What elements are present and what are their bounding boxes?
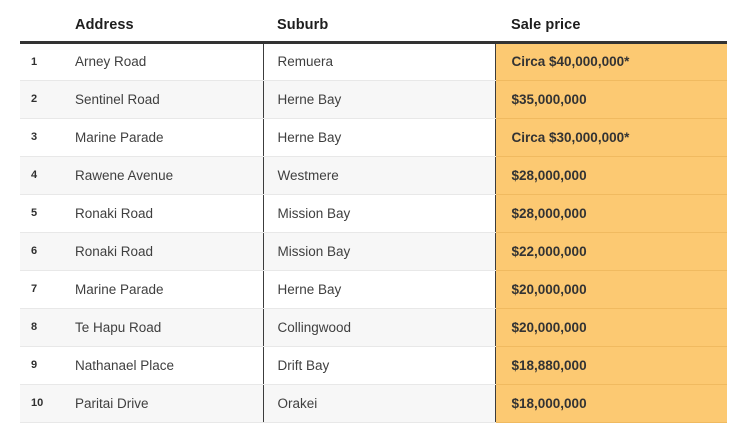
row-suburb: Drift Bay: [262, 346, 495, 385]
row-suburb: Collingwood: [262, 308, 495, 347]
row-rank: 7: [20, 270, 65, 309]
row-suburb: Herne Bay: [262, 80, 495, 119]
row-address: Ronaki Road: [65, 194, 263, 233]
sale-price-table-wrapper: Address Suburb Sale price 1 Arney Road R…: [20, 10, 727, 423]
row-address: Nathanael Place: [65, 346, 263, 385]
row-sale-price: Circa $30,000,000*: [494, 118, 727, 157]
table-row: 9 Nathanael Place Drift Bay $18,880,000: [20, 346, 727, 385]
row-rank: 1: [20, 42, 65, 81]
row-rank: 4: [20, 156, 65, 195]
table-row: 3 Marine Parade Herne Bay Circa $30,000,…: [20, 118, 727, 157]
row-suburb: Herne Bay: [262, 270, 495, 309]
table-header: Address Suburb Sale price: [20, 10, 727, 44]
suburb-column-header: Suburb: [263, 10, 495, 44]
sale-price-column-header: Sale price: [495, 10, 727, 44]
row-suburb: Herne Bay: [262, 118, 495, 157]
row-sale-price: $18,000,000: [494, 384, 727, 423]
row-rank: 10: [20, 384, 65, 423]
table-row: 5 Ronaki Road Mission Bay $28,000,000: [20, 194, 727, 233]
table-row: 6 Ronaki Road Mission Bay $22,000,000: [20, 232, 727, 271]
table-body: 1 Arney Road Remuera Circa $40,000,000* …: [20, 42, 727, 423]
row-suburb: Mission Bay: [262, 194, 495, 233]
table-row: 10 Paritai Drive Orakei $18,000,000: [20, 384, 727, 423]
row-rank: 2: [20, 80, 65, 119]
row-address: Sentinel Road: [65, 80, 263, 119]
row-sale-price: $28,000,000: [494, 156, 727, 195]
address-column-header: Address: [65, 10, 263, 44]
row-address: Ronaki Road: [65, 232, 263, 271]
row-address: Marine Parade: [65, 118, 263, 157]
row-suburb: Westmere: [262, 156, 495, 195]
table-row: 7 Marine Parade Herne Bay $20,000,000: [20, 270, 727, 309]
header-row: Address Suburb Sale price: [20, 10, 727, 44]
row-sale-price: $20,000,000: [494, 308, 727, 347]
row-address: Te Hapu Road: [65, 308, 263, 347]
row-rank: 5: [20, 194, 65, 233]
row-address: Marine Parade: [65, 270, 263, 309]
table-row: 4 Rawene Avenue Westmere $28,000,000: [20, 156, 727, 195]
table-row: 1 Arney Road Remuera Circa $40,000,000*: [20, 42, 727, 81]
row-suburb: Mission Bay: [262, 232, 495, 271]
row-sale-price: $18,880,000: [494, 346, 727, 385]
table-row: 8 Te Hapu Road Collingwood $20,000,000: [20, 308, 727, 347]
row-address: Rawene Avenue: [65, 156, 263, 195]
row-rank: 9: [20, 346, 65, 385]
row-sale-price: $28,000,000: [494, 194, 727, 233]
row-suburb: Orakei: [262, 384, 495, 423]
row-address: Paritai Drive: [65, 384, 263, 423]
row-sale-price: $35,000,000: [494, 80, 727, 119]
top-sale-prices-table: Address Suburb Sale price 1 Arney Road R…: [20, 10, 727, 423]
row-sale-price: $22,000,000: [494, 232, 727, 271]
table-row: 2 Sentinel Road Herne Bay $35,000,000: [20, 80, 727, 119]
row-sale-price: Circa $40,000,000*: [494, 42, 727, 81]
row-rank: 6: [20, 232, 65, 271]
row-rank: 3: [20, 118, 65, 157]
row-sale-price: $20,000,000: [494, 270, 727, 309]
row-suburb: Remuera: [262, 42, 495, 81]
row-rank: 8: [20, 308, 65, 347]
rank-column-header: [20, 10, 65, 44]
row-address: Arney Road: [65, 42, 263, 81]
